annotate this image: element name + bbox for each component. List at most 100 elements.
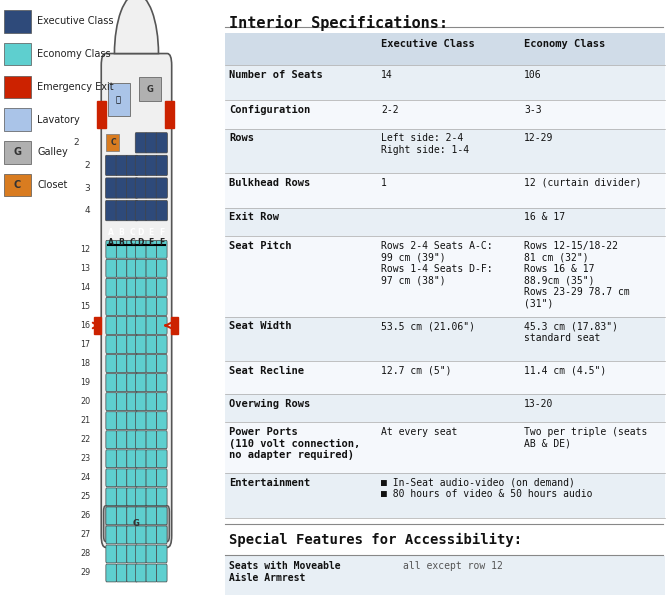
FancyBboxPatch shape [156, 155, 167, 176]
FancyBboxPatch shape [146, 507, 157, 525]
FancyBboxPatch shape [135, 155, 147, 176]
FancyBboxPatch shape [127, 431, 137, 449]
FancyBboxPatch shape [225, 422, 665, 473]
Text: Seat Pitch: Seat Pitch [229, 241, 291, 251]
FancyBboxPatch shape [106, 488, 117, 506]
FancyBboxPatch shape [106, 545, 117, 563]
FancyBboxPatch shape [103, 506, 169, 541]
FancyBboxPatch shape [116, 431, 127, 449]
FancyBboxPatch shape [171, 317, 178, 334]
FancyBboxPatch shape [127, 259, 137, 277]
FancyBboxPatch shape [157, 240, 167, 258]
Text: 21: 21 [80, 416, 90, 425]
Text: ■ In-Seat audio-video (on demand)
■ 80 hours of video & 50 hours audio: ■ In-Seat audio-video (on demand) ■ 80 h… [381, 478, 592, 499]
Text: 13: 13 [80, 264, 90, 273]
Text: 2-2: 2-2 [381, 105, 399, 115]
FancyBboxPatch shape [106, 431, 117, 449]
FancyBboxPatch shape [127, 298, 137, 315]
FancyBboxPatch shape [5, 10, 31, 33]
FancyBboxPatch shape [146, 393, 157, 411]
FancyBboxPatch shape [106, 412, 117, 430]
FancyBboxPatch shape [157, 526, 167, 544]
FancyBboxPatch shape [135, 259, 146, 277]
Text: Economy Class: Economy Class [524, 39, 605, 49]
FancyBboxPatch shape [157, 469, 167, 487]
Text: 16: 16 [80, 321, 90, 330]
Text: 24: 24 [80, 473, 90, 483]
FancyBboxPatch shape [135, 336, 146, 353]
FancyBboxPatch shape [146, 336, 157, 353]
FancyBboxPatch shape [106, 526, 117, 544]
FancyBboxPatch shape [225, 394, 665, 422]
FancyBboxPatch shape [157, 564, 167, 582]
FancyBboxPatch shape [135, 201, 147, 221]
FancyBboxPatch shape [5, 141, 31, 164]
FancyBboxPatch shape [106, 393, 117, 411]
FancyBboxPatch shape [157, 374, 167, 392]
FancyBboxPatch shape [127, 450, 137, 468]
FancyBboxPatch shape [116, 155, 127, 176]
FancyBboxPatch shape [157, 336, 167, 353]
Text: 1: 1 [381, 178, 387, 188]
Text: 45.3 cm (17.83")
standard seat: 45.3 cm (17.83") standard seat [524, 321, 618, 343]
Text: 3-3: 3-3 [524, 105, 542, 115]
FancyBboxPatch shape [146, 278, 157, 296]
FancyBboxPatch shape [127, 564, 137, 582]
Text: 23: 23 [80, 454, 90, 464]
Text: C: C [129, 228, 135, 237]
Text: Executive Class: Executive Class [37, 17, 114, 26]
Text: 27: 27 [80, 530, 90, 540]
FancyBboxPatch shape [146, 469, 157, 487]
FancyBboxPatch shape [135, 317, 146, 334]
Text: 53.5 cm (21.06"): 53.5 cm (21.06") [381, 321, 475, 331]
FancyBboxPatch shape [225, 173, 665, 208]
FancyBboxPatch shape [127, 469, 137, 487]
FancyBboxPatch shape [145, 155, 157, 176]
Text: 17: 17 [80, 340, 90, 349]
FancyBboxPatch shape [146, 431, 157, 449]
FancyBboxPatch shape [225, 361, 665, 394]
FancyBboxPatch shape [5, 174, 31, 196]
Text: E: E [149, 228, 154, 237]
FancyBboxPatch shape [116, 545, 127, 563]
FancyBboxPatch shape [116, 526, 127, 544]
Text: 29: 29 [80, 568, 90, 578]
FancyBboxPatch shape [146, 488, 157, 506]
Text: D: D [137, 237, 144, 247]
FancyBboxPatch shape [135, 298, 146, 315]
FancyBboxPatch shape [116, 336, 127, 353]
FancyBboxPatch shape [225, 473, 665, 518]
Text: Lavatory: Lavatory [37, 115, 80, 124]
Text: 25: 25 [80, 492, 90, 502]
FancyBboxPatch shape [145, 178, 157, 198]
Text: B: B [119, 228, 125, 237]
FancyBboxPatch shape [106, 507, 117, 525]
Text: Bulkhead Rows: Bulkhead Rows [229, 178, 310, 188]
FancyBboxPatch shape [225, 556, 665, 595]
Text: 20: 20 [80, 397, 90, 406]
Text: 12 (curtain divider): 12 (curtain divider) [524, 178, 642, 188]
FancyBboxPatch shape [225, 33, 665, 65]
Text: C: C [14, 180, 21, 190]
FancyBboxPatch shape [146, 564, 157, 582]
FancyBboxPatch shape [225, 317, 665, 361]
FancyBboxPatch shape [116, 412, 127, 430]
FancyBboxPatch shape [127, 317, 137, 334]
FancyBboxPatch shape [127, 355, 137, 372]
Text: F: F [159, 228, 164, 237]
FancyBboxPatch shape [135, 240, 146, 258]
FancyArrowPatch shape [93, 322, 99, 328]
Text: 🚻: 🚻 [115, 95, 120, 105]
FancyBboxPatch shape [97, 101, 105, 128]
Text: C: C [111, 138, 116, 148]
FancyBboxPatch shape [135, 507, 146, 525]
FancyBboxPatch shape [116, 469, 127, 487]
FancyBboxPatch shape [157, 259, 167, 277]
Text: Galley: Galley [37, 148, 68, 157]
Text: 2: 2 [73, 138, 79, 148]
Text: 22: 22 [80, 435, 90, 444]
FancyBboxPatch shape [93, 317, 101, 334]
Text: G: G [13, 148, 21, 157]
Text: 3: 3 [85, 183, 90, 193]
Text: Emergency Exit: Emergency Exit [37, 82, 114, 92]
